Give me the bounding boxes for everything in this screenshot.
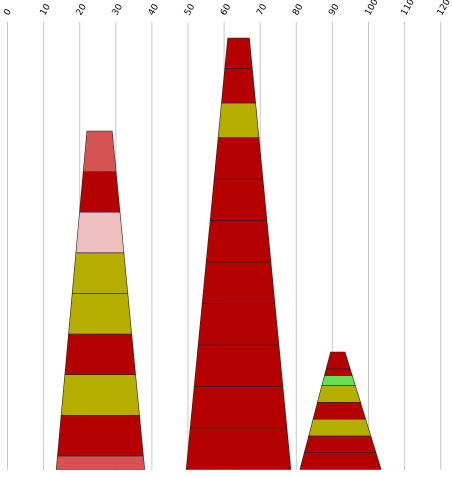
column-2-segment-5 (201, 261, 276, 304)
column-3 (299, 351, 382, 470)
x-tick-label: 0 (2, 7, 14, 17)
column-1-segment-5 (68, 293, 133, 335)
column-1-segment-7 (75, 211, 125, 254)
x-tick-label: 90 (327, 2, 342, 17)
x-tick-label: 30 (111, 2, 126, 17)
column-1-segment-6 (71, 252, 129, 294)
column-2-segment-1 (185, 427, 292, 470)
column-1 (55, 130, 146, 470)
x-tick-label: 80 (291, 2, 306, 17)
x-tick-label: 40 (147, 2, 162, 17)
x-axis-ticks: 0 10 20 30 40 50 60 70 80 90 100 110 120 (2, 0, 452, 18)
x-tick-label: 70 (255, 2, 270, 17)
column-3-segment-5 (317, 385, 361, 403)
column-2-segment-10 (221, 68, 256, 104)
column-2-segment-6 (205, 220, 272, 263)
column-2-segment-3 (193, 344, 284, 387)
column-2-segment-8 (213, 137, 264, 180)
x-tick-label: 60 (219, 2, 234, 17)
column-1-segment-2 (57, 415, 144, 457)
x-tick-label: 50 (183, 2, 198, 17)
x-tick-label: 120 (436, 0, 452, 18)
column-2-segment-9 (217, 102, 260, 138)
x-tick-label: 100 (363, 0, 380, 18)
column-3-segment-8 (325, 351, 351, 370)
column-3-segment-7 (324, 368, 353, 376)
column-3-segment-4 (312, 402, 367, 420)
column-1-segment-3 (60, 374, 140, 416)
column-2 (185, 37, 292, 470)
column-1-segment-8 (79, 171, 121, 213)
column-3-segment-6 (321, 375, 356, 386)
column-2-segment-7 (209, 178, 268, 221)
column-3-segment-1 (299, 452, 382, 470)
column-3-segment-2 (303, 435, 377, 454)
column-2-segment-4 (197, 303, 280, 346)
column-1-segment-1 (55, 455, 146, 470)
column-1-segment-4 (64, 333, 136, 376)
column-2-segment-2 (189, 386, 288, 429)
column-1-segment-9 (82, 130, 117, 172)
x-tick-label: 110 (400, 0, 417, 18)
columns (55, 37, 382, 470)
x-tick-label: 20 (75, 2, 90, 17)
x-tick-label: 10 (39, 2, 54, 17)
column-3-segment-3 (308, 418, 372, 437)
column-2-segment-11 (224, 37, 253, 69)
